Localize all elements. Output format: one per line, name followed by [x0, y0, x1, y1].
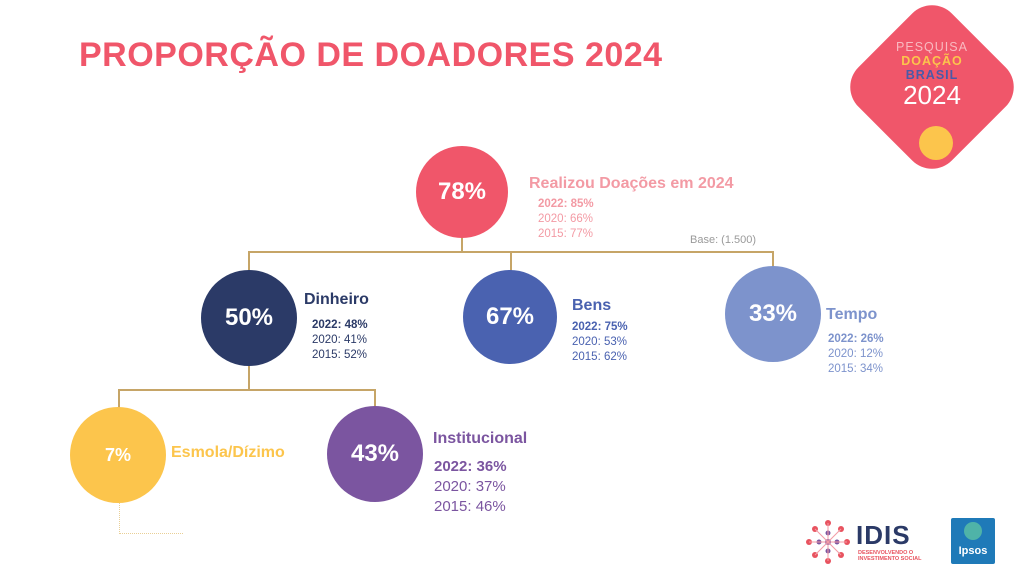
node-inst-label: Institucional	[433, 430, 528, 447]
node-time-h2020: 2020: 12%	[828, 348, 883, 360]
connector-alms-up	[118, 389, 120, 409]
node-root-h2015: 2015: 77%	[538, 228, 593, 240]
node-time-h2015: 2015: 34%	[828, 363, 883, 375]
node-goods-h2022: 2022: 75%	[572, 321, 628, 333]
node-root-circle: 78%	[416, 146, 508, 238]
node-money-label: Dinheiro	[304, 291, 369, 308]
idis-logo-icon	[806, 520, 850, 564]
connector-time-up	[772, 251, 774, 275]
node-inst-pct: 43%	[350, 440, 400, 467]
ipsos-figure-icon	[964, 522, 982, 540]
node-time-h2022: 2022: 26%	[828, 333, 884, 345]
logo-line3: BRASIL	[905, 68, 959, 82]
logo-line1: PESQUISA	[896, 40, 968, 54]
node-time-label: Tempo	[826, 306, 878, 323]
node-money-history: 2022: 48% 2020: 41% 2015: 52%	[312, 318, 368, 363]
ipsos-logo: Ipsos	[951, 518, 995, 564]
idis-sub2: INVESTIMENTO SOCIAL	[858, 556, 922, 562]
node-goods-history: 2022: 75% 2020: 53% 2015: 62%	[572, 320, 628, 365]
node-money-h2015: 2015: 52%	[312, 349, 367, 361]
logo-text: PESQUISA DOAÇÃO BRASIL 2024	[866, 40, 998, 108]
logo-line2: DOAÇÃO	[901, 54, 963, 68]
base-note: Base: (1.500)	[690, 234, 757, 246]
idis-subtitle: DESENVOLVENDO O INVESTIMENTO SOCIAL	[858, 550, 921, 562]
node-money-circle: 50%	[201, 270, 297, 366]
node-time-pct: 33%	[748, 300, 798, 327]
node-money-h2022: 2022: 48%	[312, 319, 368, 331]
connector-inst-up	[374, 389, 376, 409]
node-inst-circle: 43%	[327, 406, 423, 502]
node-alms-circle: 7%	[70, 407, 166, 503]
node-alms-pct: 7%	[104, 444, 131, 465]
node-goods-h2015: 2015: 62%	[572, 351, 627, 363]
node-root-h2020: 2020: 66%	[538, 213, 593, 225]
connector-money-up	[248, 251, 250, 275]
dotted-guide-h	[119, 533, 183, 534]
node-time-circle: 33%	[725, 266, 821, 362]
page-title: PROPORÇÃO DE DOADORES 2024	[79, 36, 663, 74]
connector-goods-up	[510, 251, 512, 275]
node-money-pct: 50%	[224, 304, 274, 331]
node-inst-h2022: 2022: 36%	[434, 458, 507, 475]
node-root-history: 2022: 85% 2020: 66% 2015: 77%	[538, 197, 594, 242]
node-goods-label: Bens	[572, 297, 612, 314]
dotted-guide	[119, 500, 120, 534]
node-inst-history: 2022: 36% 2020: 37% 2015: 46%	[434, 457, 507, 517]
node-root-h2022: 2022: 85%	[538, 198, 594, 210]
idis-sub1: DESENVOLVENDO O	[858, 550, 914, 556]
connector-money-down	[248, 365, 250, 390]
node-alms-label: Esmola/Dízimo	[171, 444, 285, 461]
node-goods-circle: 67%	[463, 270, 557, 364]
node-root-label: Realizou Doações em 2024	[529, 175, 734, 192]
connector-level2-horizontal	[118, 389, 376, 391]
connector-root-down	[461, 232, 463, 252]
node-inst-h2020: 2020: 37%	[434, 478, 506, 495]
node-goods-pct: 67%	[485, 303, 535, 330]
idis-name: IDIS	[856, 520, 911, 550]
node-time-history: 2022: 26% 2020: 12% 2015: 34%	[828, 332, 884, 377]
node-inst-h2015: 2015: 46%	[434, 498, 506, 515]
node-goods-h2020: 2020: 53%	[572, 336, 627, 348]
ipsos-name: Ipsos	[958, 545, 988, 557]
node-money-h2020: 2020: 41%	[312, 334, 367, 346]
node-root-pct: 78%	[437, 178, 487, 205]
logo-year: 2024	[903, 80, 961, 110]
logo-sun-icon	[919, 126, 953, 160]
